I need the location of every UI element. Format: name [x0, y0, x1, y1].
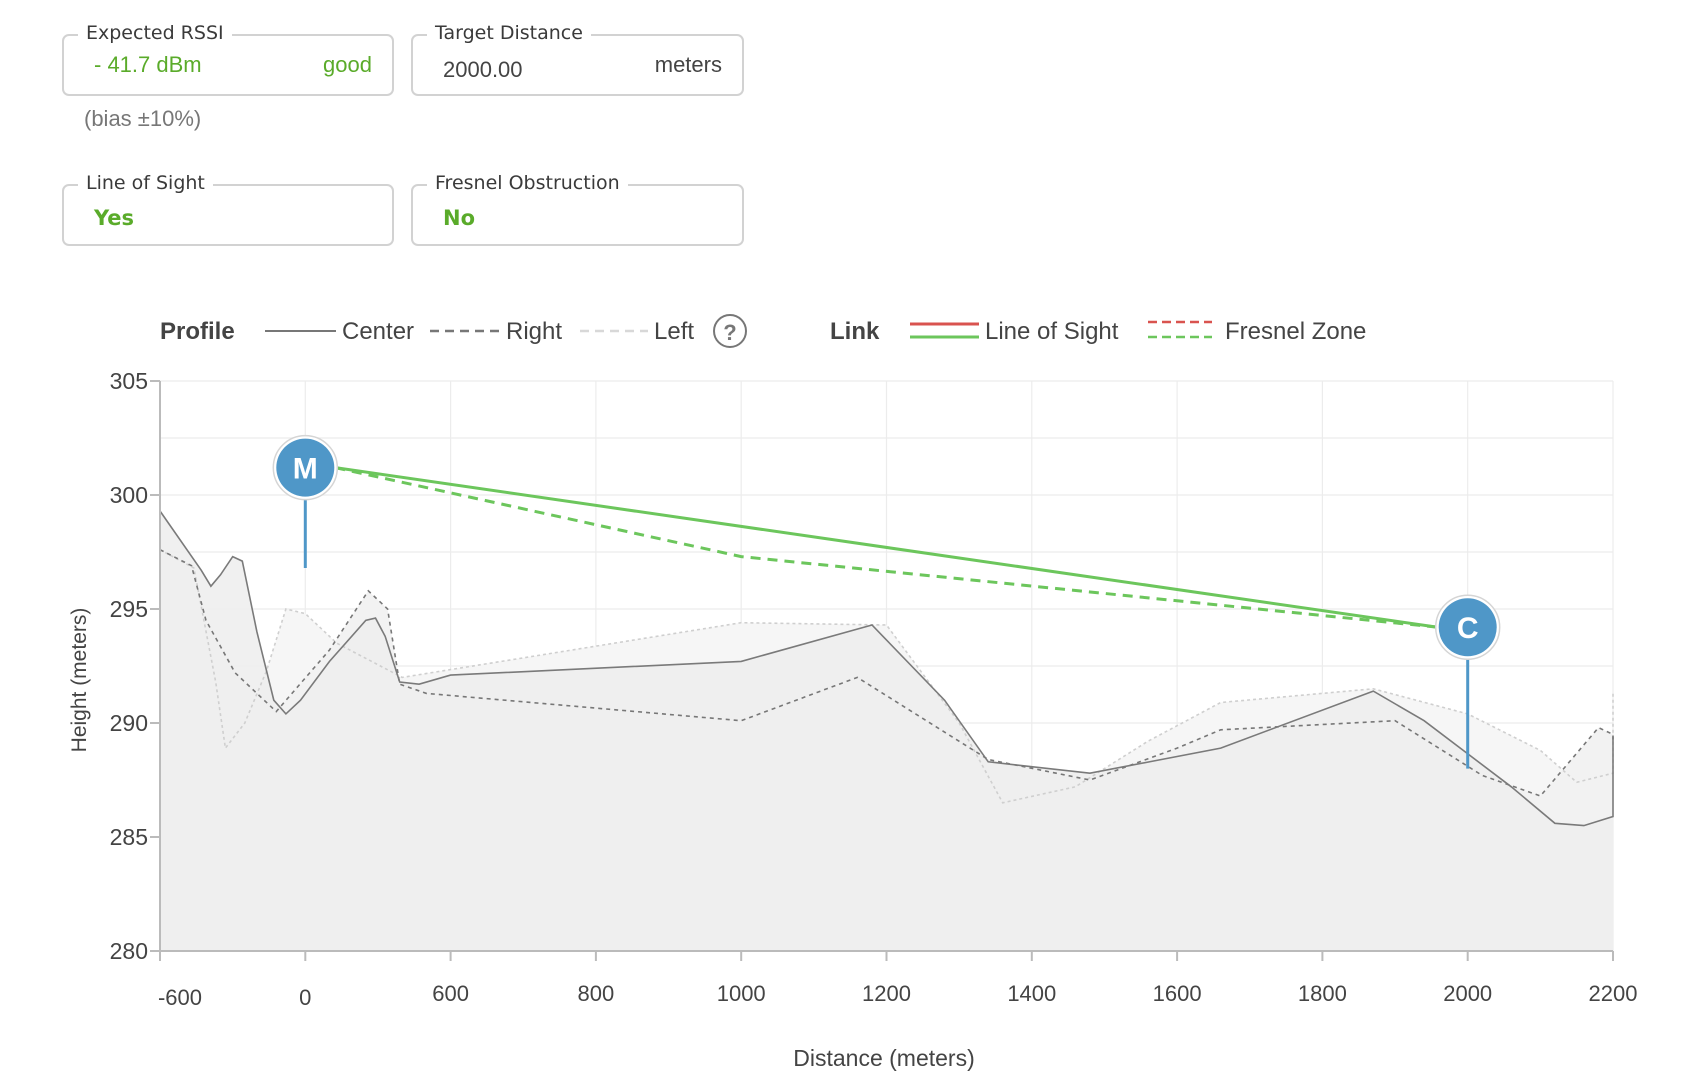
expected-rssi-label: Expected RSSI	[78, 22, 232, 44]
x-tick-label: 1400	[1007, 981, 1056, 1006]
fresnel-obstruction-field: Fresnel Obstruction No	[411, 172, 744, 246]
legend-link-title: Link	[830, 318, 880, 345]
fresnel-obstruction-label: Fresnel Obstruction	[427, 172, 628, 194]
legend-center-label: Center	[342, 318, 414, 345]
x-tick-label: 2200	[1589, 981, 1638, 1006]
fresnel-obstruction-value: No	[443, 206, 476, 230]
x-tick-label: 0	[299, 985, 311, 1010]
legend-los-label: Line of Sight	[985, 318, 1119, 345]
help-icon-glyph: ?	[723, 320, 736, 345]
series-center-line	[159, 510, 1614, 827]
help-icon[interactable]	[713, 314, 747, 348]
series-left-line	[159, 548, 1614, 804]
x-tick-label: 800	[578, 981, 615, 1006]
marker-label: M	[293, 453, 318, 486]
expected-rssi-field: Expected RSSI - 41.7 dBm good	[62, 22, 394, 96]
y-tick-label: 300	[110, 482, 148, 508]
target-distance-unit: meters	[654, 52, 722, 77]
line-of-sight-line	[335, 466, 1438, 629]
y-tick-label: 290	[110, 710, 148, 736]
y-tick-label: 295	[110, 596, 148, 622]
terrain-area-center	[160, 511, 1613, 951]
x-tick-label: 1200	[862, 981, 911, 1006]
legend-fresnel-label: Fresnel Zone	[1225, 318, 1366, 345]
y-axis-label: Height (meters)	[68, 608, 91, 753]
line-of-sight-value: Yes	[94, 206, 135, 230]
expected-rssi-value: - 41.7 dBm	[94, 52, 202, 77]
help-button[interactable]: ?	[713, 314, 747, 348]
y-tick-label: 280	[110, 938, 148, 964]
x-tick-label: 600	[432, 981, 469, 1006]
marker-circle	[1438, 598, 1497, 657]
target-distance-input[interactable]: 2000.00	[443, 57, 523, 82]
link-layer	[334, 466, 1438, 629]
legend-right-label: Right	[506, 318, 562, 345]
marker-layer[interactable]: MC	[272, 434, 1501, 769]
x-tick-label: -600	[158, 985, 202, 1010]
y-tick-label: 305	[110, 368, 148, 394]
line-of-sight-field: Line of Sight Yes	[62, 172, 394, 246]
marker-m[interactable]: M	[272, 434, 339, 568]
legend-profile-title: Profile	[160, 318, 235, 345]
marker-circle	[276, 438, 335, 497]
x-tick-label: 1600	[1153, 981, 1202, 1006]
line-of-sight-label: Line of Sight	[78, 172, 213, 194]
legend-left-label: Left	[654, 318, 694, 345]
x-axis-label: Distance (meters)	[793, 1045, 974, 1071]
bias-note: (bias ±10%)	[84, 106, 202, 131]
target-distance-label: Target Distance	[427, 22, 591, 44]
fresnel-zone-line	[334, 466, 1438, 629]
x-tick-label: 1800	[1298, 981, 1347, 1006]
terrain-layer	[159, 510, 1614, 951]
y-tick-label: 285	[110, 824, 148, 850]
target-distance-field[interactable]: Target Distance 2000.00 meters	[411, 22, 744, 96]
chart-axes: 305 300 295 290 285 280 -600 0 600 800 1000 1200 140…	[110, 368, 1638, 1010]
x-tick-label: 1000	[717, 981, 766, 1006]
marker-c[interactable]: C	[1434, 594, 1501, 769]
x-tick-label: 2000	[1443, 981, 1492, 1006]
expected-rssi-status: good	[323, 52, 372, 77]
chart-legend: Profile Center Right Left ? Link Line of…	[160, 314, 1366, 348]
marker-label: C	[1457, 612, 1479, 645]
